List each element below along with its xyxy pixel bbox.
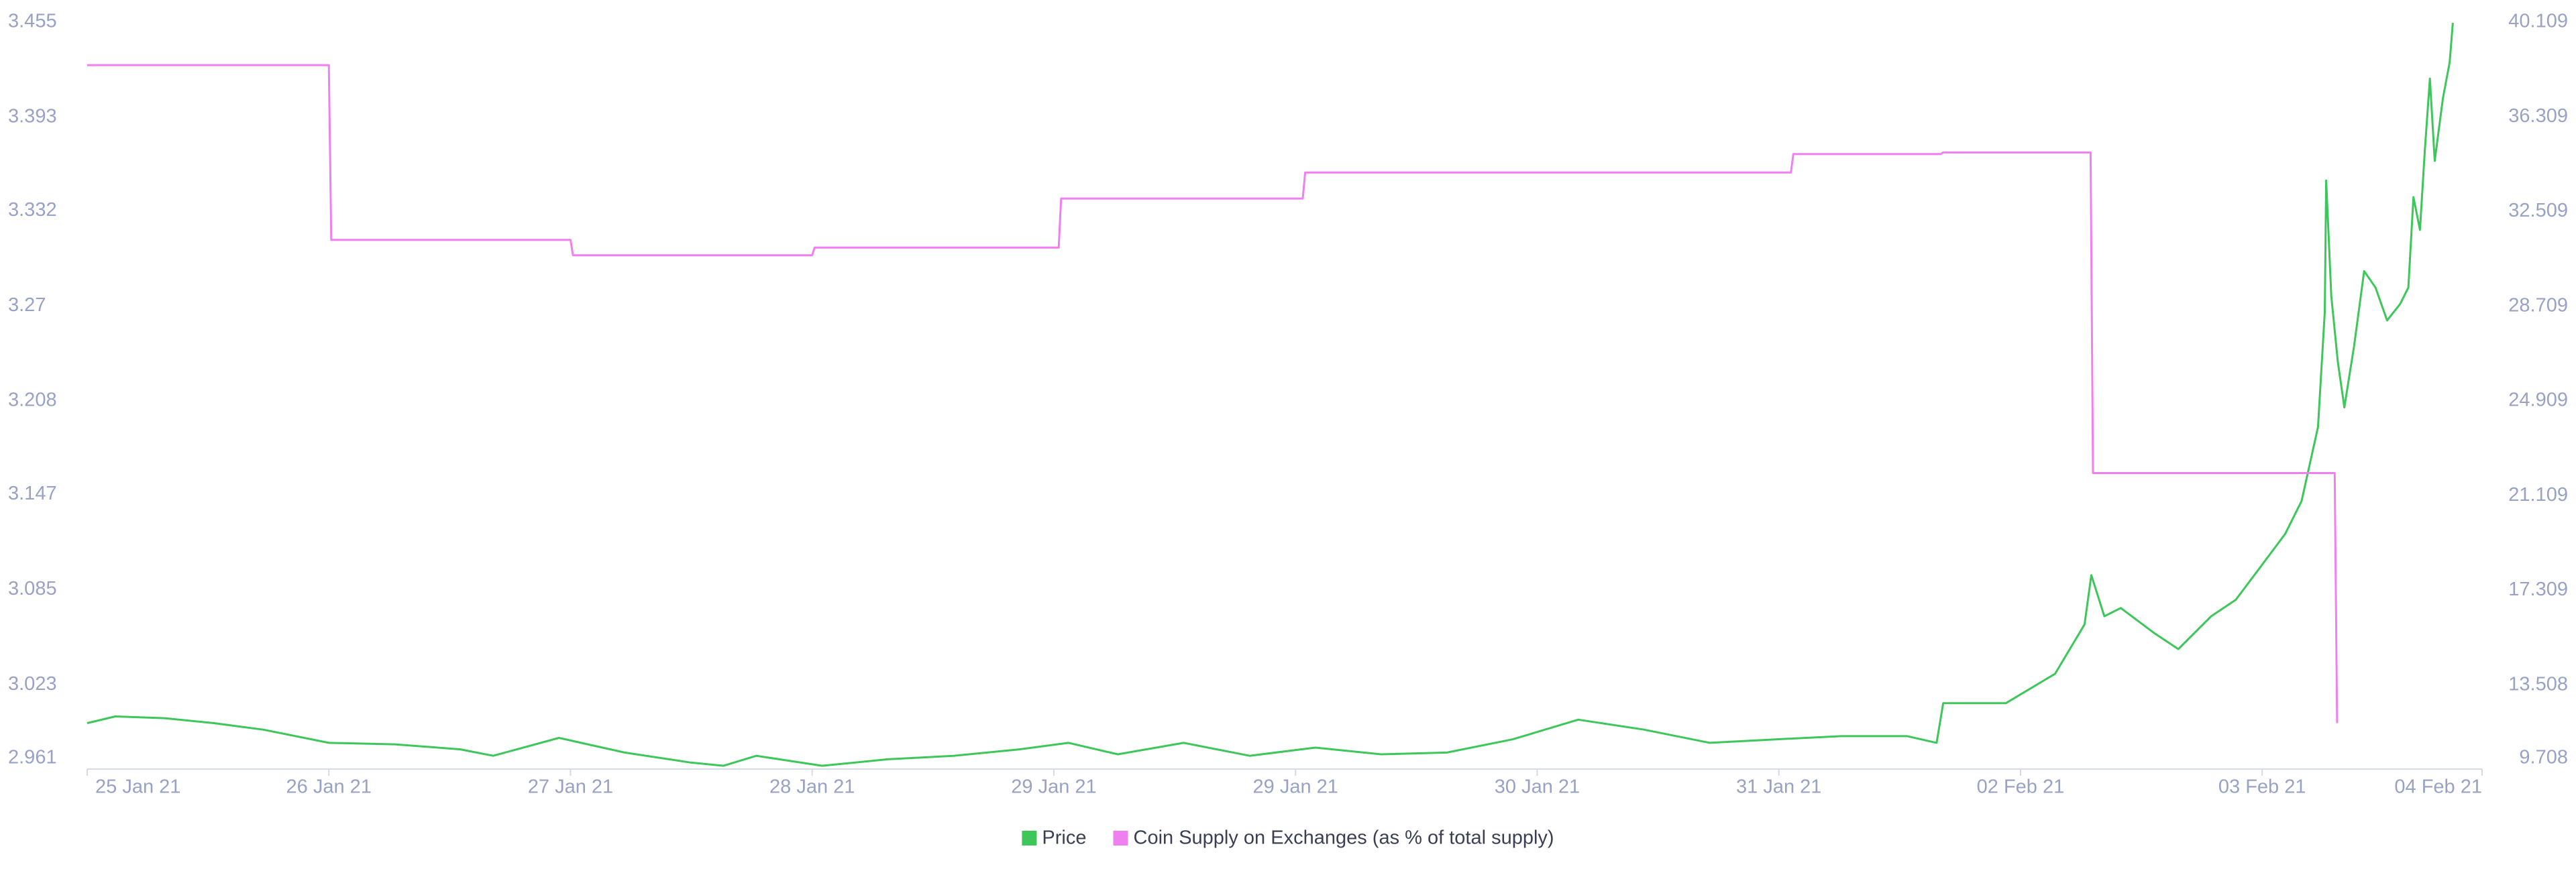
y-tick-label: 2.961: [8, 747, 57, 768]
legend: Price Coin Supply on Exchanges (as % of t…: [1022, 827, 1554, 849]
series-line: [87, 22, 2454, 767]
x-tick-label: 28 Jan 21: [769, 776, 855, 798]
legend-swatch: [1113, 831, 1128, 845]
y-tick-label: 3.455: [8, 11, 57, 32]
y2-tick-label: 32.509: [2508, 200, 2568, 221]
x-tick-label: 29 Jan 21: [1011, 776, 1096, 798]
y2-tick-label: 36.309: [2508, 105, 2568, 127]
x-tick-label: 26 Jan 21: [286, 776, 372, 798]
y-tick-label: 3.332: [8, 199, 57, 221]
y-tick-label: 3.147: [8, 483, 57, 504]
y-tick-label: 3.085: [8, 578, 57, 599]
x-tick-label: 04 Feb 21: [2394, 776, 2482, 798]
x-tick-label: 03 Feb 21: [2218, 776, 2306, 798]
y2-tick-label: 17.309: [2508, 579, 2568, 600]
legend-label: Coin Supply on Exchanges (as % of total …: [1134, 827, 1554, 849]
legend-swatch: [1022, 831, 1037, 845]
x-tick-label: 02 Feb 21: [1977, 776, 2065, 798]
y-tick-label: 3.27: [8, 294, 46, 316]
y-tick-label: 3.023: [8, 673, 57, 695]
x-tick-label: 27 Jan 21: [528, 776, 613, 798]
y2-tick-label: 40.109: [2508, 11, 2568, 32]
x-tick-label: 25 Jan 21: [95, 776, 180, 798]
legend-label: Price: [1042, 827, 1086, 849]
y2-tick-label: 13.508: [2508, 673, 2568, 695]
y2-tick-label: 28.709: [2508, 294, 2568, 316]
y2-tick-label: 9.708: [2519, 747, 2568, 768]
y2-tick-label: 24.909: [2508, 390, 2568, 411]
x-tick-label: 31 Jan 21: [1736, 776, 1821, 798]
series-line: [87, 64, 2339, 723]
y-tick-label: 3.208: [8, 390, 57, 411]
x-tick-label: 29 Jan 21: [1253, 776, 1338, 798]
x-tick-label: 30 Jan 21: [1495, 776, 1580, 798]
y2-tick-label: 21.109: [2508, 484, 2568, 506]
y-tick-label: 3.393: [8, 105, 57, 127]
